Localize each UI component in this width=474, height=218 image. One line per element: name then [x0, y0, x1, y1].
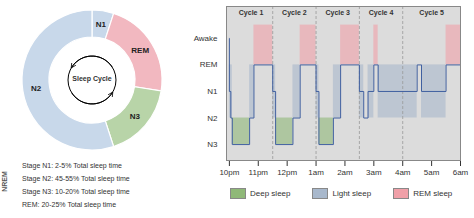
svg-text:N3: N3 [207, 140, 218, 149]
svg-text:11pm: 11pm [249, 168, 269, 177]
svg-text:N3: N3 [130, 112, 141, 121]
svg-text:3am: 3am [366, 168, 382, 177]
svg-text:6am: 6am [453, 168, 469, 177]
svg-text:Cycle 4: Cycle 4 [369, 9, 394, 17]
html-text:Light sleep: Light sleep [332, 189, 372, 198]
svg-text:Cycle 2: Cycle 2 [282, 9, 307, 17]
svg-text:REM: REM [200, 60, 218, 69]
html-text:NREM: NREM [0, 171, 8, 192]
svg-text:4am: 4am [395, 168, 411, 177]
svg-text:10pm: 10pm [219, 168, 239, 177]
svg-text:2am: 2am [337, 168, 353, 177]
html-text:Stage N3: 10-20% Total sleep t: Stage N3: 10-20% Total sleep time [22, 188, 130, 195]
svg-text:12pm: 12pm [277, 168, 297, 177]
html-text:Stage N2: 45-55% Total sleep t: Stage N2: 45-55% Total sleep time [22, 175, 130, 182]
svg-text:Cycle 3: Cycle 3 [325, 9, 350, 17]
svg-text:Awake: Awake [194, 34, 218, 43]
html-text:REM sleep: REM sleep [413, 189, 453, 198]
html-text:Stage N1: 2-5% Total sleep tim: Stage N1: 2-5% Total sleep time [22, 162, 122, 169]
html-text:REM: 20-25% Total sleep time: REM: 20-25% Total sleep time [22, 201, 116, 208]
svg-text:5am: 5am [424, 168, 440, 177]
svg-text:1am: 1am [308, 168, 324, 177]
svg-text:REM: REM [131, 46, 149, 55]
svg-text:N1: N1 [207, 87, 218, 96]
svg-text:Cycle 5: Cycle 5 [419, 9, 444, 17]
svg-text:N2: N2 [31, 84, 42, 93]
svg-text:N2: N2 [207, 114, 218, 123]
svg-text:Sleep Cycle: Sleep Cycle [72, 75, 111, 83]
svg-text:N1: N1 [96, 20, 107, 29]
svg-text:Cycle 1: Cycle 1 [239, 9, 264, 17]
html-text:Deep sleep: Deep sleep [250, 189, 291, 198]
